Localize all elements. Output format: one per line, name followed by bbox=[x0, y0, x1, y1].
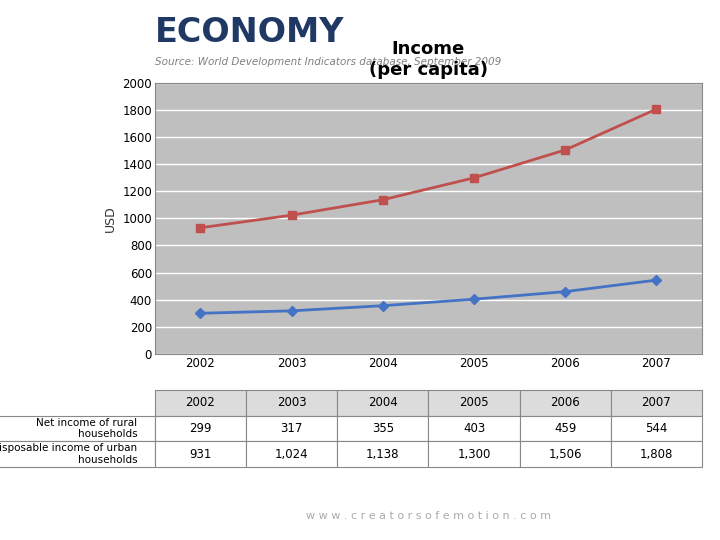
Title: Income
(per capita): Income (per capita) bbox=[369, 40, 488, 79]
Text: ECONOMY: ECONOMY bbox=[155, 16, 344, 49]
Text: Source: World Development Indicators database, September 2009: Source: World Development Indicators dat… bbox=[155, 57, 501, 68]
Text: w w w . c r e a t o r s o f e m o t i o n . c o m: w w w . c r e a t o r s o f e m o t i o … bbox=[306, 511, 551, 521]
Y-axis label: USD: USD bbox=[104, 205, 117, 232]
